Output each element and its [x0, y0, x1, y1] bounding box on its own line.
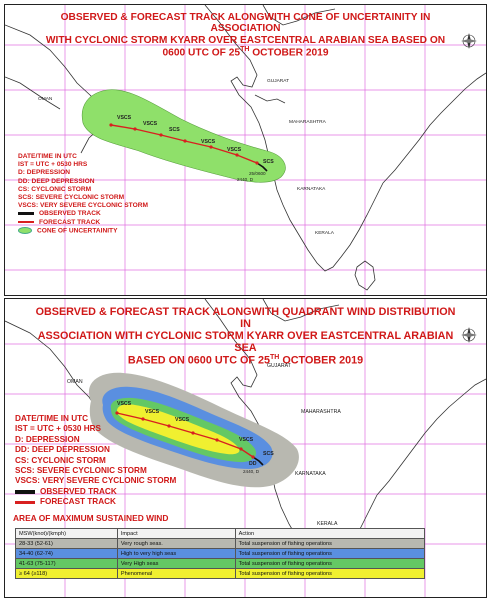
stage-label: DD [249, 461, 257, 467]
forecast-track-swatch [18, 220, 34, 223]
legend-item: D: DEPRESSION [15, 434, 80, 444]
place-oman: OMAN [67, 379, 83, 385]
place-kerala: KERALA [315, 231, 334, 236]
legend-item: CS: CYCLONIC STORM [18, 185, 92, 193]
legend-forecast: FORECAST TRACK [18, 219, 148, 227]
observed-track-line [256, 162, 268, 172]
table-row: ≥ 64 (≥118) Phenomenal Total suspension … [15, 568, 426, 579]
place-oman: OMAN [38, 97, 53, 102]
legend-item: SCS: SEVERE CYCLONIC STORM [15, 466, 147, 476]
legend-item: DD: DEEP DEPRESSION [15, 445, 110, 455]
forecast-track-points [115, 411, 255, 459]
table-cell: Total suspension of fishing operations [234, 548, 426, 559]
place-gujarat: GUJARAT [267, 363, 291, 369]
place-maharashtra: MAHARASHTRA [289, 120, 326, 125]
point-label: 2440, D [243, 469, 260, 474]
observed-track-swatch [15, 489, 35, 494]
map-title-bottom: OBSERVED & FORECAST TRACK ALONGWITH QUAD… [5, 306, 486, 367]
stage-label: VSCS [117, 401, 132, 407]
legend-top: DATE/TIME IN UTC IST = UTC + 0530 HRS D:… [18, 153, 148, 235]
quadrant-wind-map-panel: OBSERVED & FORECAST TRACK ALONGWITH QUAD… [4, 298, 487, 598]
table-row: 41-63 (75-117) Very High seas Total susp… [15, 558, 426, 569]
table-header-row: MSW(knot)/(kmph) Impact Action [15, 528, 426, 539]
cone-of-uncertainty [81, 89, 286, 183]
stage-label: VSCS [239, 437, 254, 443]
table-cell: Very High seas [116, 558, 236, 569]
table-cell: ≥ 64 (≥118) [15, 568, 118, 579]
area-wind-title: AREA OF MAXIMUM SUSTAINED WIND [13, 513, 169, 523]
place-kerala: KERALA [317, 521, 338, 527]
map-canvas-top [5, 5, 486, 295]
table-header: MSW(knot)/(kmph) [15, 528, 118, 539]
title-line: WITH CYCLONIC STORM KYARR OVER EASTCENTR… [45, 34, 446, 46]
title-line: OBSERVED & FORECAST TRACK ALONGWITH QUAD… [35, 306, 456, 331]
title-line: BASED ON 0600 UTC OF 25TH OCTOBER 2019 [127, 354, 364, 367]
cone-swatch [18, 226, 32, 234]
legend-item: CS: CYCLONIC STORM [15, 455, 106, 465]
table-cell: 41-63 (75-117) [15, 558, 118, 569]
observed-track-line [252, 456, 264, 466]
stage-label: VSCS [143, 121, 158, 127]
point-label: 25/0600 [249, 171, 266, 176]
table-row: 28-33 (52-61) Very rough seas. Total sus… [15, 538, 426, 549]
stage-label: VSCS [227, 147, 242, 153]
legend-item: DD: DEEP DEPRESSION [18, 177, 95, 185]
table-cell: Very rough seas. [116, 538, 236, 549]
legend-item: D: DEPRESSION [18, 169, 71, 177]
title-line: ASSOCIATION WITH CYCLONIC STORM KYARR OV… [37, 330, 454, 355]
place-maharashtra: MAHARASHTRA [301, 409, 341, 415]
place-karnataka: KARNATAKA [297, 187, 326, 192]
observed-track-swatch [18, 212, 34, 216]
stage-label: SCS [169, 127, 180, 133]
legend-item: VSCS: VERY SEVERE CYCLONIC STORM [18, 202, 148, 210]
north-compass-icon [461, 327, 477, 343]
stage-label: VSCS [175, 417, 190, 423]
table-cell: Total suspension of fishing operations [234, 558, 426, 569]
title-line: 0600 UTC OF 25TH OCTOBER 2019 [162, 46, 329, 59]
legend-item: SCS: SEVERE CYCLONIC STORM [18, 194, 125, 202]
table-header: Action [234, 528, 426, 539]
cone-uncertainty-map-panel: OBSERVED & FORECAST TRACK ALONGWITH CONE… [4, 4, 487, 296]
point-label: 2440, D [237, 177, 254, 182]
table-cell: High to very high seas [116, 548, 236, 559]
table-row: 34-40 (62-74) High to very high seas Tot… [15, 548, 426, 559]
legend-item: IST = UTC + 0530 HRS [18, 161, 88, 169]
legend-item: IST = UTC + 0530 HRS [15, 424, 102, 434]
legend-observed: OBSERVED TRACK [15, 487, 176, 497]
wind-impact-table: MSW(knot)/(kmph) Impact Action 28-33 (52… [15, 528, 426, 579]
place-gujarat: GUJARAT [267, 79, 290, 84]
legend-item: VSCS: VERY SEVERE CYCLONIC STORM [15, 476, 177, 486]
table-cell: 28-33 (52-61) [15, 538, 118, 549]
legend-item: DATE/TIME IN UTC [18, 153, 77, 160]
forecast-track-swatch [15, 500, 35, 504]
place-karnataka: KARNATAKA [295, 471, 326, 477]
map-title-top: OBSERVED & FORECAST TRACK ALONGWITH CONE… [5, 12, 486, 59]
forecast-track-points [109, 123, 259, 165]
stage-label: SCS [263, 159, 274, 165]
legend-cone: CONE OF UNCERTAINITY [18, 226, 148, 235]
stage-label: VSCS [201, 139, 216, 145]
stage-label: SCS [263, 451, 274, 457]
legend-forecast: FORECAST TRACK [15, 497, 176, 507]
title-line: OBSERVED & FORECAST TRACK ALONGWITH CONE… [60, 12, 431, 35]
table-cell: Total suspension of fishing operations [234, 538, 426, 549]
map-canvas-bottom [5, 299, 486, 597]
table-cell: Total suspension of fishing operations [234, 568, 426, 579]
legend-observed: OBSERVED TRACK [18, 210, 148, 218]
table-header: Impact [116, 528, 236, 539]
stage-label: VSCS [117, 115, 132, 121]
table-cell: Phenomenal [116, 568, 236, 579]
legend-bottom: DATE/TIME IN UTC IST = UTC + 0530 HRS D:… [15, 414, 176, 508]
legend-item: DATE/TIME IN UTC [15, 414, 89, 423]
table-cell: 34-40 (62-74) [15, 548, 118, 559]
stage-label: VSCS [145, 409, 160, 415]
north-compass-icon [461, 33, 477, 49]
